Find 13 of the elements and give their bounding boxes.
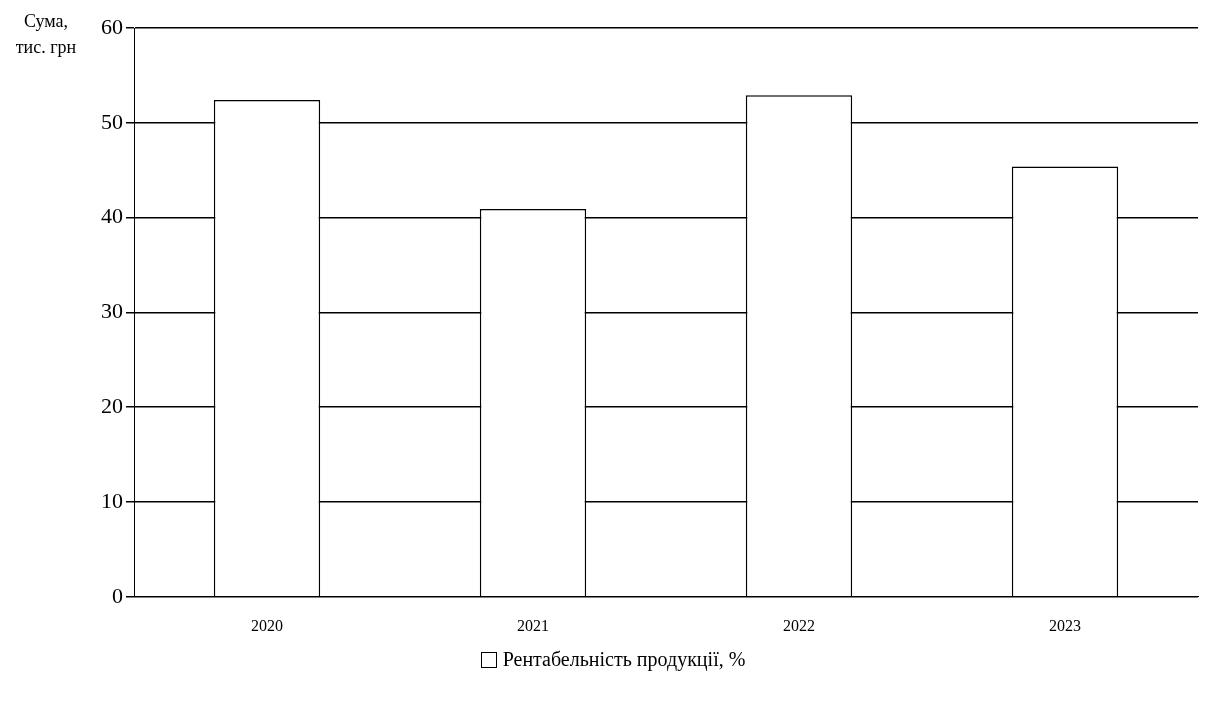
x-tick-label: 2021 [517,616,549,634]
y-tick-label: 10 [101,487,123,513]
y-tick-label: 60 [101,13,123,39]
y-tick-label: 40 [101,203,123,229]
y-axis-title: Сума, тис. грн [14,10,78,59]
text: Рентабельність продукції, % [502,648,746,671]
x-tick-label: 2020 [251,616,283,634]
y-tick-label: 0 [112,582,123,608]
x-tick-label: 2022 [783,616,815,634]
y-tick-label: 50 [101,108,123,134]
y-tick-label: 30 [101,298,123,324]
y-tick-label: 20 [101,392,123,418]
x-tick-label: 2023 [1049,616,1081,634]
